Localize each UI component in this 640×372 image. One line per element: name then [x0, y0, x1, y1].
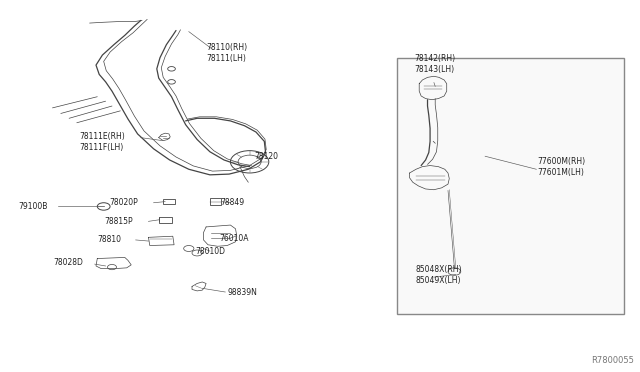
Text: 78110(RH)
78111(LH): 78110(RH) 78111(LH): [207, 43, 248, 63]
Text: 78815P: 78815P: [104, 217, 133, 226]
Text: 78010D: 78010D: [195, 247, 225, 256]
Text: 79100B: 79100B: [19, 202, 48, 211]
Text: 78111E(RH)
78111F(LH): 78111E(RH) 78111F(LH): [79, 132, 125, 152]
Text: 98839N: 98839N: [227, 288, 257, 296]
Bar: [159, 217, 172, 223]
Bar: [397, 58, 624, 314]
Text: R7800055: R7800055: [591, 356, 634, 365]
Text: 78020P: 78020P: [109, 198, 138, 207]
Text: 78142(RH)
78143(LH): 78142(RH) 78143(LH): [415, 54, 456, 74]
Text: 78120: 78120: [255, 152, 279, 161]
Bar: [163, 199, 175, 204]
Text: 85048X(RH)
85049X(LH): 85048X(RH) 85049X(LH): [416, 265, 463, 285]
Text: 76010A: 76010A: [219, 234, 248, 243]
Text: 78028D: 78028D: [53, 258, 83, 267]
Text: 77600M(RH)
77601M(LH): 77600M(RH) 77601M(LH): [538, 157, 586, 177]
Text: 78849: 78849: [221, 198, 245, 207]
Bar: [210, 198, 221, 205]
Text: 78810: 78810: [97, 235, 122, 244]
